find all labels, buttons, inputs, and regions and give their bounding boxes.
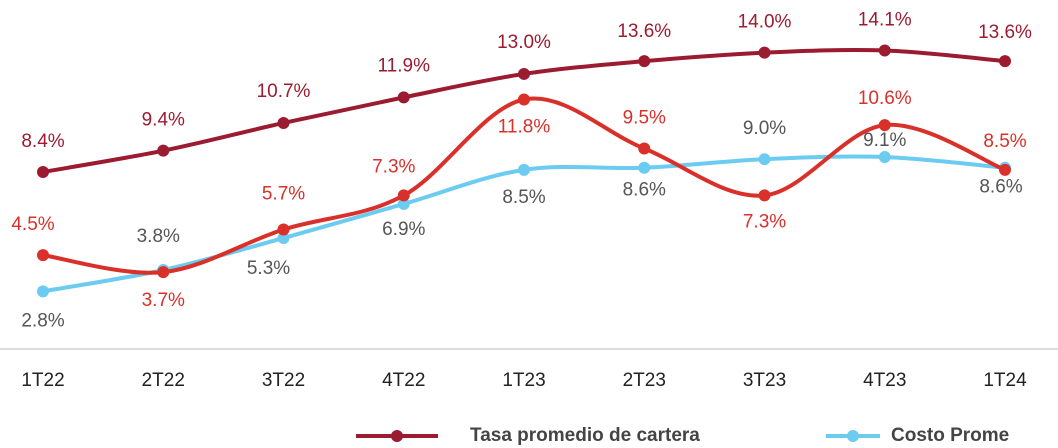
data-label: 3.7%	[142, 290, 185, 311]
data-label: 8.6%	[979, 177, 1022, 198]
point	[518, 67, 530, 80]
legend-label: Costo Prome	[891, 425, 1009, 446]
data-label: 6.9%	[382, 219, 425, 240]
legend-marker	[391, 430, 403, 442]
point	[518, 93, 530, 106]
data-label: 11.8%	[498, 117, 551, 138]
data-label: 8.5%	[983, 131, 1026, 152]
point	[397, 189, 410, 202]
point	[878, 151, 891, 164]
data-label: 13.0%	[497, 32, 551, 53]
data-label: 3.8%	[137, 226, 180, 247]
data-label: 10.7%	[257, 81, 311, 102]
data-label: 14.0%	[738, 12, 792, 33]
x-tick-label: 1T22	[21, 370, 64, 391]
point	[758, 189, 771, 202]
x-tick-label: 3T22	[262, 370, 305, 391]
point	[277, 223, 290, 236]
data-label: 13.6%	[617, 21, 671, 42]
data-label: 10.6%	[858, 88, 912, 109]
point	[37, 285, 49, 298]
data-label: 4.5%	[11, 214, 54, 235]
point	[999, 163, 1011, 176]
data-label: 2.8%	[21, 310, 64, 331]
data-label: 9.5%	[623, 108, 666, 129]
legend-label: Tasa promedio de cartera	[470, 425, 700, 446]
x-tick-label: 2T23	[623, 370, 666, 391]
series-line	[42, 47, 1006, 174]
data-label: 5.7%	[262, 184, 305, 205]
point	[878, 119, 891, 132]
point	[638, 161, 651, 174]
x-tick-label: 4T23	[863, 370, 906, 391]
data-label: 9.0%	[743, 118, 786, 139]
point	[37, 249, 49, 262]
x-tick-label: 3T23	[743, 370, 786, 391]
data-label: 11.9%	[378, 55, 431, 76]
point	[518, 163, 530, 176]
x-tick-label: 4T22	[382, 370, 425, 391]
data-label: 7.3%	[372, 156, 415, 177]
point	[999, 55, 1011, 68]
point	[157, 266, 170, 279]
point	[397, 91, 410, 104]
legend-marker	[847, 430, 859, 442]
data-label: 8.4%	[21, 131, 64, 152]
x-tick-label: 2T22	[142, 370, 185, 391]
data-label: 9.4%	[142, 110, 185, 131]
data-label: 14.1%	[858, 10, 912, 31]
series-line	[42, 154, 1006, 294]
data-label: 9.1%	[863, 130, 906, 151]
point	[758, 46, 771, 59]
data-label: 7.3%	[743, 211, 786, 232]
point	[758, 153, 771, 166]
point	[638, 55, 651, 68]
point	[878, 44, 891, 57]
point	[277, 232, 290, 245]
point	[277, 116, 290, 129]
data-label: 8.5%	[502, 187, 545, 208]
point	[157, 144, 170, 157]
data-label: 5.3%	[247, 258, 290, 279]
point	[397, 197, 410, 210]
x-tick-label: 1T24	[983, 370, 1027, 391]
x-tick-label: 1T23	[502, 370, 545, 391]
point	[37, 165, 49, 178]
data-label: 8.6%	[623, 180, 666, 201]
point	[638, 142, 651, 155]
data-label: 13.6%	[978, 22, 1032, 43]
